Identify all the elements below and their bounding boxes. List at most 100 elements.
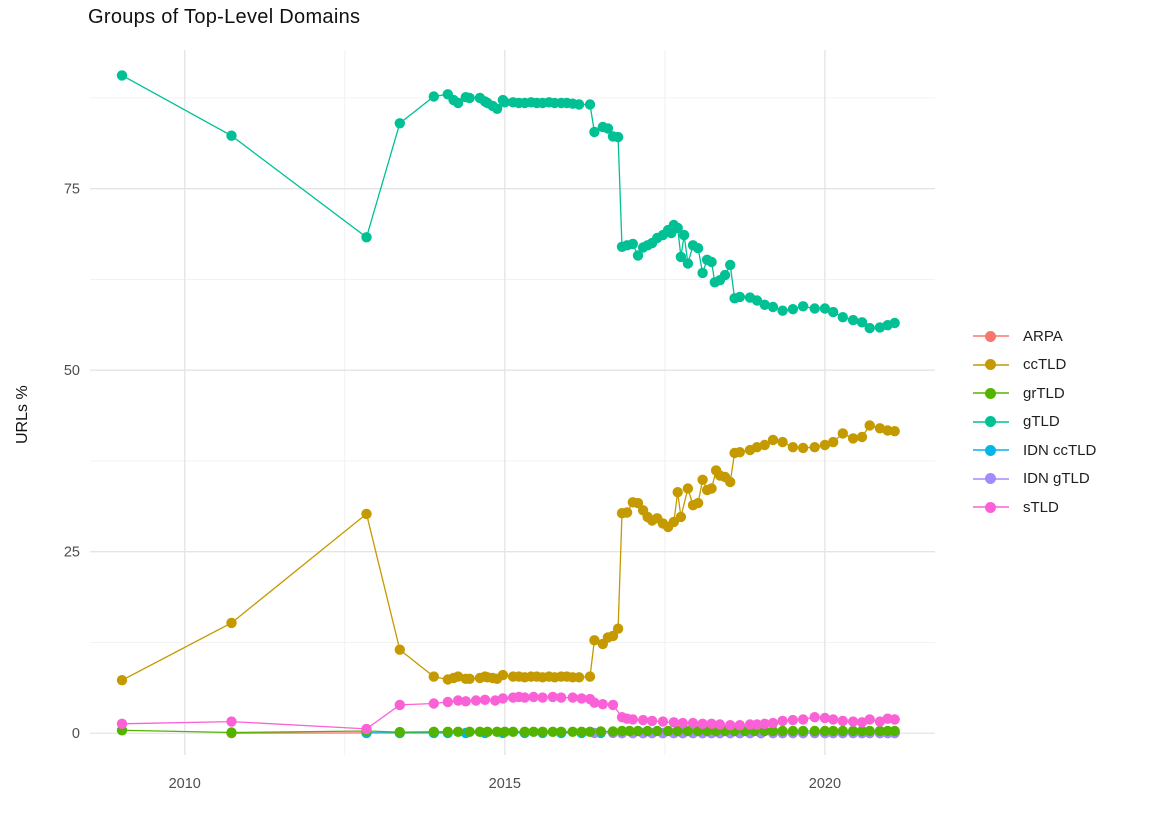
- series-point-gTLD: [452, 97, 464, 109]
- legend-key-icon: [973, 499, 1009, 515]
- series-point-sTLD: [759, 718, 770, 729]
- series-point-ccTLD: [697, 474, 708, 485]
- series-point-ccTLD: [819, 439, 831, 451]
- series-point-gTLD: [589, 126, 600, 138]
- series-point-ccTLD: [361, 508, 372, 520]
- legend-label: ccTLD: [1023, 356, 1067, 374]
- legend-key-dot: [985, 501, 996, 513]
- series-point-sTLD: [797, 714, 809, 725]
- series-point-grTLD: [889, 725, 900, 737]
- series-point-grTLD: [787, 725, 799, 737]
- legend-label: IDN ccTLD: [1023, 441, 1097, 459]
- series-point-sTLD: [428, 698, 439, 709]
- series-point-grTLD: [672, 725, 683, 737]
- series-point-sTLD: [809, 712, 820, 723]
- series-point-grTLD: [499, 726, 510, 737]
- series-point-gTLD: [632, 250, 644, 261]
- series-point-ccTLD: [607, 630, 619, 642]
- series-point-grTLD: [874, 725, 886, 737]
- series-point-sTLD: [751, 719, 763, 730]
- series-point-grTLD: [226, 727, 237, 738]
- series-point-ccTLD: [706, 483, 717, 494]
- series-point-gTLD: [697, 267, 708, 279]
- series-point-gTLD: [675, 251, 687, 263]
- series-point-sTLD: [519, 692, 530, 703]
- series-point-sTLD: [864, 714, 875, 725]
- series-point-sTLD: [470, 695, 482, 706]
- series-point-sTLD: [697, 718, 708, 729]
- series-point-ccTLD: [584, 671, 596, 682]
- legend-key-icon: [973, 414, 1009, 430]
- series-point-grTLD: [537, 726, 548, 737]
- series-point-ccTLD: [759, 439, 770, 451]
- series-point-sTLD: [819, 712, 831, 724]
- series-point-ccTLD: [573, 672, 585, 683]
- series-point-grTLD: [464, 726, 475, 737]
- series-point-gTLD: [491, 103, 503, 115]
- series-point-gTLD: [464, 92, 475, 104]
- series-point-sTLD: [777, 715, 788, 727]
- series-point-gTLD: [627, 238, 638, 250]
- series-point-grTLD: [797, 725, 809, 737]
- series-point-sTLD: [607, 699, 619, 711]
- y-tick-label: 0: [72, 726, 80, 742]
- series-point-gTLD: [584, 99, 596, 110]
- legend-item-idn-cctld: IDN ccTLD: [973, 436, 1096, 465]
- legend-key-icon: [973, 385, 1009, 401]
- series-point-grTLD: [767, 725, 779, 737]
- series-point-ccTLD: [787, 442, 799, 453]
- chart-title: Groups of Top-Level Domains: [88, 6, 361, 28]
- series-point-sTLD: [828, 714, 839, 725]
- series-point-sTLD: [547, 691, 558, 703]
- series-point-gTLD: [787, 304, 799, 315]
- legend-item-grtld: grTLD: [973, 379, 1096, 408]
- series-point-grTLD: [576, 726, 587, 737]
- series-point-gTLD: [797, 301, 809, 312]
- series-point-grTLD: [519, 726, 530, 737]
- series-point-sTLD: [657, 716, 669, 727]
- series-point-sTLD: [497, 693, 509, 704]
- series-point-grTLD: [607, 726, 619, 737]
- series-point-sTLD: [787, 714, 799, 726]
- series-point-grTLD: [452, 726, 464, 737]
- series-point-ccTLD: [725, 476, 736, 488]
- legend-key-dot: [985, 330, 996, 342]
- series-point-gTLD: [682, 258, 694, 269]
- series-point-sTLD: [714, 719, 726, 730]
- series-point-gTLD: [573, 99, 585, 110]
- series-point-grTLD: [547, 726, 558, 737]
- legend-label: ARPA: [1023, 327, 1063, 345]
- series-point-grTLD: [442, 726, 453, 737]
- series-point-grTLD: [828, 725, 839, 737]
- series-point-gTLD: [394, 118, 405, 129]
- series-point-gTLD: [602, 123, 614, 134]
- series-point-ccTLD: [632, 497, 644, 509]
- series-point-ccTLD: [226, 617, 237, 629]
- series-point-sTLD: [226, 716, 237, 727]
- series-point-gTLD: [889, 317, 900, 329]
- legend-item-gtld: gTLD: [973, 408, 1096, 437]
- series-point-gTLD: [719, 269, 731, 281]
- series-point-grTLD: [528, 726, 539, 737]
- series-point-gTLD: [672, 222, 683, 234]
- series-point-ccTLD: [847, 433, 859, 444]
- series-point-ccTLD: [889, 426, 900, 437]
- series-point-ccTLD: [856, 431, 868, 443]
- series-point-ccTLD: [682, 483, 694, 494]
- legend-item-idn-gtld: IDN gTLD: [973, 465, 1096, 494]
- series-point-gTLD: [759, 299, 770, 310]
- series-point-ccTLD: [497, 669, 509, 681]
- series-point-ccTLD: [675, 511, 687, 523]
- series-point-sTLD: [847, 716, 859, 727]
- series-point-sTLD: [627, 714, 638, 725]
- series-point-grTLD: [819, 725, 831, 737]
- series-point-grTLD: [652, 725, 663, 737]
- legend-item-arpa: ARPA: [973, 322, 1096, 351]
- series-point-sTLD: [734, 720, 745, 731]
- series-point-gTLD: [751, 295, 763, 306]
- series-point-grTLD: [595, 726, 606, 737]
- series-point-sTLD: [460, 696, 471, 707]
- series-point-grTLD: [864, 725, 875, 737]
